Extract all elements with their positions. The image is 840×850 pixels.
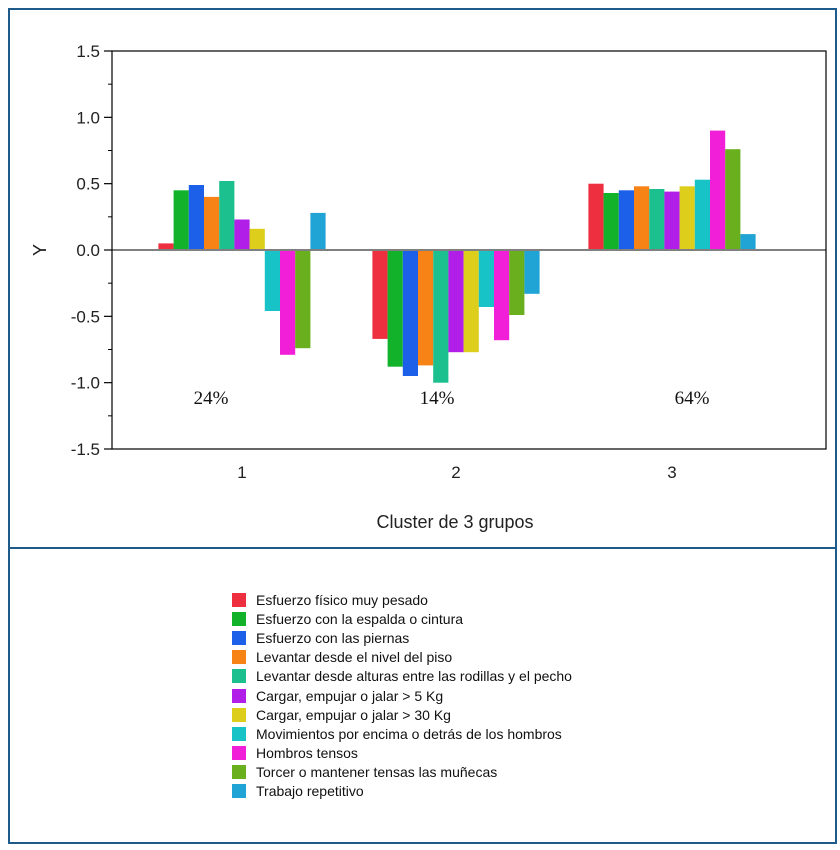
bar xyxy=(295,250,311,349)
bar xyxy=(188,185,204,250)
legend-item: Levantar desde alturas entre las rodilla… xyxy=(232,667,572,686)
legend-label: Hombros tensos xyxy=(256,745,358,762)
bar-chart: 1.51.00.50.0-0.5-1.0-1.51 2 3 24% 14% 64% Y … xyxy=(30,42,827,532)
x-tick-label: 3 xyxy=(667,463,676,482)
legend-item: Esfuerzo físico muy pesado xyxy=(232,590,572,609)
legend-label: Esfuerzo con las piernas xyxy=(256,629,410,646)
legend-item: Esfuerzo con la espalda o cintura xyxy=(232,609,572,628)
y-tick-label: 1.0 xyxy=(76,108,100,127)
bar xyxy=(509,250,525,315)
legend-swatch xyxy=(232,611,246,626)
bar xyxy=(173,190,189,250)
bar xyxy=(524,250,540,294)
bar xyxy=(372,250,388,339)
legend-label: Esfuerzo con la espalda o cintura xyxy=(256,610,464,627)
legend-swatch xyxy=(232,746,246,761)
bar xyxy=(634,186,650,250)
bar xyxy=(158,243,174,250)
cluster-percentage: 64% xyxy=(675,388,710,409)
bar xyxy=(664,191,680,250)
figure-frame xyxy=(8,8,837,844)
bar xyxy=(234,219,250,250)
bar xyxy=(478,250,494,307)
legend-divider xyxy=(8,547,837,549)
bar xyxy=(402,250,418,376)
bar xyxy=(310,212,326,250)
bar xyxy=(204,196,220,250)
legend-label: Torcer o mantener tensas las muñecas xyxy=(256,764,498,781)
bar xyxy=(387,250,403,367)
bar xyxy=(588,183,604,250)
legend-label: Levantar desde el nivel del piso xyxy=(256,649,453,666)
bar xyxy=(494,250,510,341)
cluster-percentage: 14% xyxy=(420,388,455,409)
bar xyxy=(418,250,434,366)
bar xyxy=(463,250,479,353)
bar xyxy=(649,189,665,250)
y-tick-label: 0.5 xyxy=(76,175,100,194)
legend-item: Levantar desde el nivel del piso xyxy=(232,648,572,667)
legend-swatch xyxy=(232,688,246,703)
legend-swatch xyxy=(232,592,246,607)
legend-label: Levantar desde alturas entre las rodilla… xyxy=(256,668,572,685)
legend-swatch xyxy=(232,784,246,799)
x-tick-label: 1 xyxy=(237,463,246,482)
legend-item: Trabajo repetitivo xyxy=(232,782,572,801)
legend-label: Trabajo repetitivo xyxy=(256,783,364,800)
legend-item: Esfuerzo con las piernas xyxy=(232,628,572,647)
legend-swatch xyxy=(232,726,246,741)
bar xyxy=(694,179,710,250)
x-tick-label: 2 xyxy=(451,463,460,482)
y-tick-label: -1.5 xyxy=(71,440,100,459)
legend-swatch xyxy=(232,669,246,684)
bar xyxy=(219,181,235,250)
legend: Esfuerzo físico muy pesado Esfuerzo con l… xyxy=(232,590,572,801)
legend-swatch xyxy=(232,765,246,780)
legend-label: Cargar, empujar o jalar > 30 Kg xyxy=(256,706,451,723)
legend-label: Movimientos por encima o detrás de los h… xyxy=(256,725,562,742)
legend-swatch xyxy=(232,650,246,665)
bar xyxy=(725,149,741,250)
bar xyxy=(740,234,756,250)
bar xyxy=(249,228,265,250)
legend-item: Torcer o mantener tensas las muñecas xyxy=(232,763,572,782)
legend-item: Cargar, empujar o jalar > 30 Kg xyxy=(232,705,572,724)
legend-label: Cargar, empujar o jalar > 5 Kg xyxy=(256,687,444,704)
bar xyxy=(448,250,464,353)
cluster-percentage: 24% xyxy=(194,388,229,409)
bar xyxy=(264,250,280,311)
y-tick-label: -0.5 xyxy=(71,307,100,326)
legend-swatch xyxy=(232,707,246,722)
bar xyxy=(710,130,726,250)
legend-swatch xyxy=(232,630,246,645)
legend-item: Cargar, empujar o jalar > 5 Kg xyxy=(232,686,572,705)
legend-item: Movimientos por encima o detrás de los h… xyxy=(232,724,572,743)
y-tick-label: -1.0 xyxy=(71,374,100,393)
bar xyxy=(618,190,634,250)
legend-item: Hombros tensos xyxy=(232,744,572,763)
legend-label: Esfuerzo físico muy pesado xyxy=(256,591,428,608)
y-axis-label: Y xyxy=(30,244,50,256)
y-tick-label: 1.5 xyxy=(76,42,100,61)
bar xyxy=(679,186,695,250)
bar xyxy=(280,250,296,355)
y-tick-label: 0.0 xyxy=(76,241,100,260)
x-axis-label: Cluster de 3 grupos xyxy=(376,512,533,532)
bar xyxy=(603,193,619,250)
bar xyxy=(433,250,449,383)
